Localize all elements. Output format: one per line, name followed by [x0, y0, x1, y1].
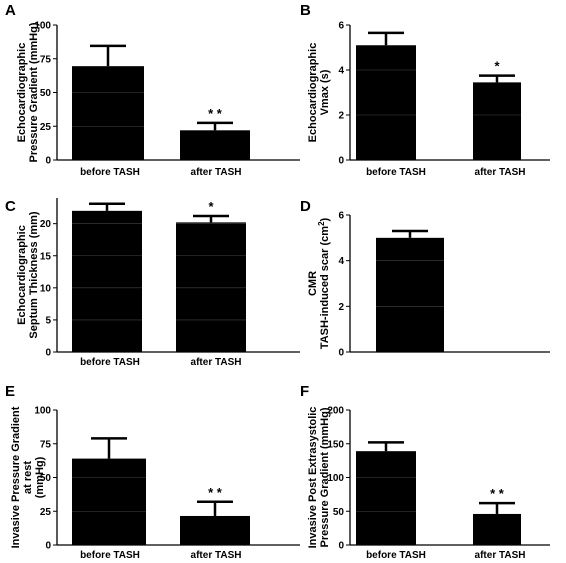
bar [72, 210, 142, 352]
y-tick-label: 50 [40, 88, 52, 99]
y-axis-label: Invasive Post ExtrasystolicPressure Grad… [307, 407, 331, 549]
significance-label: * [494, 59, 500, 74]
bar [72, 458, 146, 545]
y-tick-label: 0 [45, 156, 51, 167]
y-tick-label: 75 [40, 54, 52, 65]
category-label: before TASH [80, 357, 140, 368]
bar [376, 237, 444, 352]
bar [180, 515, 250, 545]
y-tick-label: 4 [338, 66, 344, 77]
y-tick-label: 100 [34, 406, 51, 417]
y-axis-label: EchocardiographicPressure Gradient (mmHg… [16, 22, 40, 162]
y-tick-label: 2 [338, 302, 344, 313]
y-tick-label: 4 [338, 256, 344, 267]
category-label: before TASH [366, 550, 426, 561]
y-tick-label: 6 [338, 21, 344, 32]
chart-panel-d: D 0 2 4 6 CMRTASH-induced scar (cm2) [300, 198, 550, 359]
bar [473, 82, 521, 160]
category-label: after TASH [475, 550, 526, 561]
y-tick-label: 20 [40, 219, 52, 230]
y-axis-label: EchocardiographicSeptum Thickness (mm) [16, 211, 40, 338]
panel-label: C [5, 198, 16, 215]
panel-label: E [5, 383, 15, 400]
category-label: before TASH [80, 167, 140, 178]
bar [356, 451, 416, 545]
bar [473, 513, 521, 545]
y-tick-label: 100 [327, 473, 344, 484]
y-tick-label: 25 [40, 122, 52, 133]
panel-label: B [300, 2, 311, 19]
y-axis-label: EchocardiographicVmax (s) [307, 43, 331, 143]
y-tick-label: 0 [45, 541, 51, 552]
bar [176, 222, 246, 352]
y-tick-label: 0 [338, 156, 344, 167]
category-label: after TASH [191, 167, 242, 178]
significance-label: * * [208, 106, 223, 121]
y-tick-label: 0 [338, 348, 344, 359]
y-axis-label: CMRTASH-induced scar (cm2) [307, 217, 331, 349]
panel-label: A [5, 2, 16, 19]
significance-label: * * [208, 485, 223, 500]
y-tick-label: 50 [333, 507, 345, 518]
y-tick-label: 5 [45, 315, 51, 326]
bar [180, 130, 250, 160]
category-label: after TASH [475, 167, 526, 178]
y-tick-label: 25 [40, 507, 52, 518]
y-tick-label: 15 [40, 251, 52, 262]
significance-label: * [208, 199, 214, 214]
panel-label: F [300, 383, 309, 400]
category-label: after TASH [191, 550, 242, 561]
y-tick-label: 50 [40, 473, 52, 484]
y-tick-label: 6 [338, 211, 344, 222]
bar [356, 45, 416, 160]
y-tick-label: 150 [327, 439, 344, 450]
y-tick-label: 10 [40, 283, 52, 294]
y-tick-label: 75 [40, 439, 52, 450]
y-tick-label: 0 [338, 541, 344, 552]
y-tick-label: 2 [338, 111, 344, 122]
y-axis-label: Invasive Pressure Gradientat rest(mmHg) [10, 406, 46, 548]
chart-panel-b: B 0 2 4 6 EchocardiographicVmax (s) before TAS… [300, 2, 550, 178]
category-label: after TASH [191, 357, 242, 368]
category-label: before TASH [366, 167, 426, 178]
panel-label: D [300, 198, 311, 215]
significance-label: * * [490, 486, 505, 501]
y-tick-label: 100 [34, 21, 51, 32]
category-label: before TASH [80, 550, 140, 561]
bar [72, 66, 144, 160]
y-tick-label: 0 [45, 348, 51, 359]
y-tick-label: 200 [327, 406, 344, 417]
